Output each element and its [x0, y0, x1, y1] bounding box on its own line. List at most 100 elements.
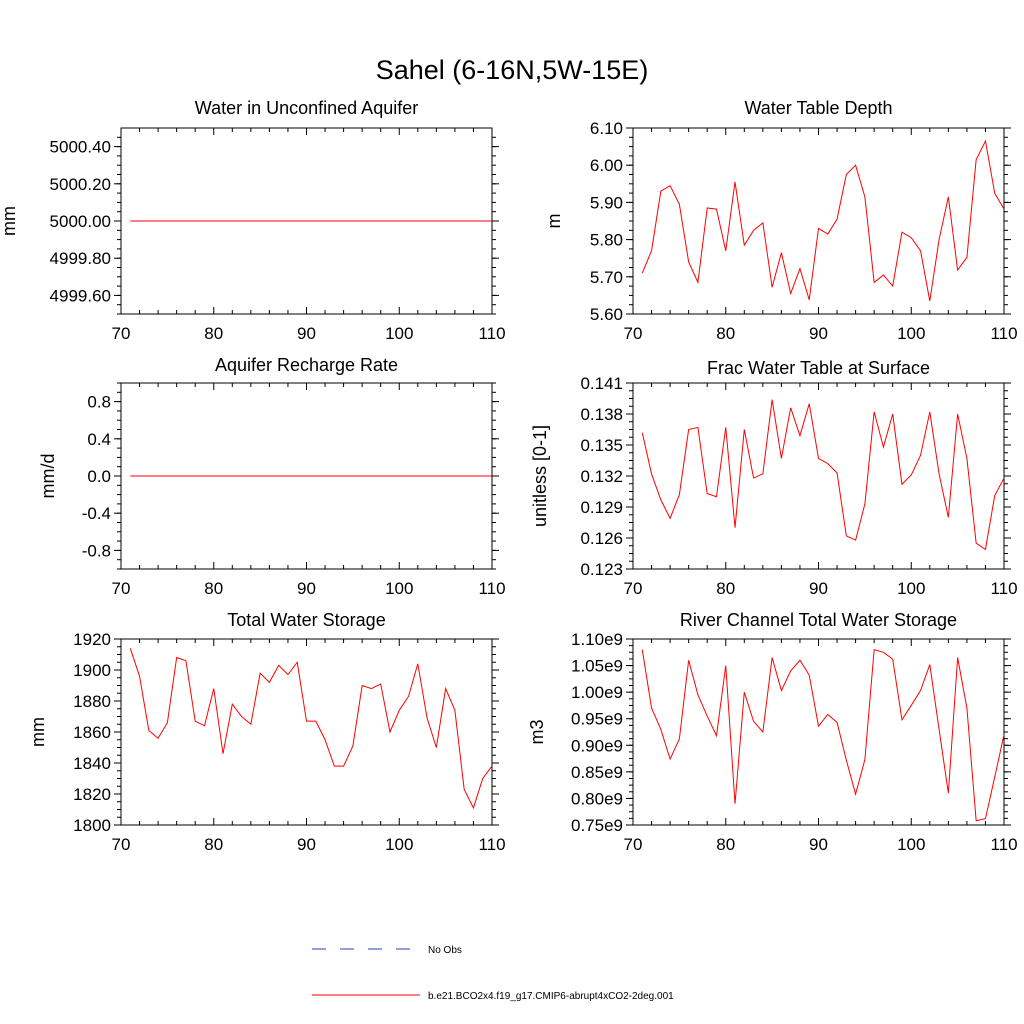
panel-title: Water Table Depth	[744, 98, 892, 118]
x-tick-label: 70	[624, 579, 643, 598]
x-tick-label: 90	[297, 579, 316, 598]
legend: No Obs b.e21.BCO2x4.f19_g17.CMIP6-abrupt…	[312, 945, 674, 1002]
x-tick-label: 110	[990, 579, 1017, 598]
y-tick-label: 0.80e9	[571, 789, 623, 808]
y-tick-label: 0.132	[580, 467, 623, 486]
y-tick-label: 0.141	[580, 374, 623, 393]
panel-title: Total Water Storage	[227, 610, 385, 630]
x-tick-label: 80	[204, 579, 223, 598]
panel-title: Water in Unconfined Aquifer	[195, 98, 418, 118]
x-tick-label: 90	[297, 835, 316, 854]
y-axis-label: mm	[28, 717, 48, 747]
legend-label-model: b.e21.BCO2x4.f19_g17.CMIP6-abrupt4xCO2-2…	[428, 991, 674, 1002]
x-tick-label: 80	[204, 835, 223, 854]
y-tick-label: -0.4	[82, 504, 111, 523]
y-tick-label: 1.00e9	[571, 683, 623, 702]
y-tick-label: 1920	[73, 630, 111, 649]
x-tick-label: 100	[385, 835, 413, 854]
series-line	[129, 648, 493, 810]
x-tick-label: 100	[897, 579, 925, 598]
y-tick-label: 5.80	[590, 231, 623, 250]
y-axis-label: mm/d	[38, 454, 58, 499]
x-tick-label: 100	[897, 835, 925, 854]
y-tick-label: 0.129	[580, 498, 623, 517]
series-line	[641, 648, 1005, 822]
y-tick-label: 0.95e9	[571, 710, 623, 729]
plot-frame	[632, 382, 1005, 570]
series-line	[641, 139, 1005, 302]
y-tick-label: 5.70	[590, 268, 623, 287]
x-tick-label: 70	[112, 324, 131, 343]
x-tick-label: 90	[809, 835, 828, 854]
y-tick-label: 1840	[73, 754, 111, 773]
figure-title: Sahel (6-16N,5W-15E)	[376, 55, 649, 85]
plot-frame	[632, 638, 1005, 826]
y-tick-label: 1.10e9	[571, 630, 623, 649]
x-tick-label: 110	[990, 324, 1017, 343]
x-tick-label: 90	[297, 324, 316, 343]
x-tick-label: 110	[990, 835, 1017, 854]
y-tick-label: -0.8	[82, 541, 111, 560]
x-tick-label: 110	[478, 324, 505, 343]
x-tick-label: 80	[716, 579, 735, 598]
y-tick-label: 5000.00	[50, 212, 111, 231]
panel-5: Total Water Storage 70 80 90 100 110 1800 1820 1…	[28, 610, 506, 854]
panel-6: River Channel Total Water Storage 70 80 90 1…	[527, 610, 1018, 854]
x-tick-label: 90	[809, 579, 828, 598]
panel-title: Aquifer Recharge Rate	[215, 355, 398, 375]
panel-2: Water Table Depth 70 80 90 100 110 5.60 5.70 5.8…	[544, 98, 1018, 343]
x-tick-label: 80	[716, 324, 735, 343]
y-tick-label: 0.85e9	[571, 763, 623, 782]
y-tick-label: 0.4	[87, 430, 111, 449]
y-tick-label: 5.60	[590, 305, 623, 324]
x-tick-label: 80	[204, 324, 223, 343]
y-tick-label: 1880	[73, 692, 111, 711]
plot-frame	[632, 127, 1005, 315]
y-tick-label: 1820	[73, 785, 111, 804]
x-tick-label: 80	[716, 835, 735, 854]
series-line	[641, 399, 1005, 551]
panels-container: Water in Unconfined Aquifer 70 80 90 100 110 4…	[0, 98, 1018, 854]
x-tick-label: 100	[897, 324, 925, 343]
y-tick-label: 5000.40	[50, 138, 111, 157]
x-tick-label: 100	[385, 324, 413, 343]
y-tick-label: 0.90e9	[571, 736, 623, 755]
y-tick-label: 4999.60	[50, 286, 111, 305]
legend-label-obs: No Obs	[428, 945, 462, 956]
x-tick-label: 100	[385, 579, 413, 598]
panel-title: Frac Water Table at Surface	[707, 358, 930, 378]
y-tick-label: 1800	[73, 816, 111, 835]
y-tick-label: 1900	[73, 661, 111, 680]
panel-title: River Channel Total Water Storage	[680, 610, 957, 630]
y-axis-label: m	[544, 214, 564, 229]
panel-4: Frac Water Table at Surface 70 80 90 100 110 0…	[530, 358, 1018, 598]
y-tick-label: 6.00	[590, 156, 623, 175]
y-tick-label: 0.0	[87, 467, 111, 486]
y-tick-label: 0.126	[580, 529, 623, 548]
y-tick-label: 6.10	[590, 119, 623, 138]
y-tick-label: 5.90	[590, 193, 623, 212]
y-tick-label: 0.75e9	[571, 816, 623, 835]
y-axis-label: mm	[0, 206, 19, 236]
x-tick-label: 110	[478, 835, 505, 854]
y-tick-label: 0.138	[580, 405, 623, 424]
x-tick-label: 70	[624, 324, 643, 343]
y-tick-label: 0.8	[87, 393, 111, 412]
x-tick-label: 110	[478, 579, 505, 598]
y-tick-label: 0.123	[580, 560, 623, 579]
panel-3: Aquifer Recharge Rate 70 80 90 100 110 -0.8 -0.…	[38, 355, 506, 598]
plot-frame	[120, 638, 493, 826]
y-axis-label: m3	[527, 719, 547, 744]
x-tick-label: 70	[112, 835, 131, 854]
x-tick-label: 90	[809, 324, 828, 343]
panel-1: Water in Unconfined Aquifer 70 80 90 100 110 4…	[0, 98, 506, 343]
x-tick-label: 70	[624, 835, 643, 854]
y-tick-label: 0.135	[580, 436, 623, 455]
y-tick-label: 1.05e9	[571, 657, 623, 676]
x-tick-label: 70	[112, 579, 131, 598]
y-axis-label: unitless [0-1]	[530, 425, 550, 527]
y-tick-label: 5000.20	[50, 175, 111, 194]
y-tick-label: 1860	[73, 723, 111, 742]
y-tick-label: 4999.80	[50, 249, 111, 268]
